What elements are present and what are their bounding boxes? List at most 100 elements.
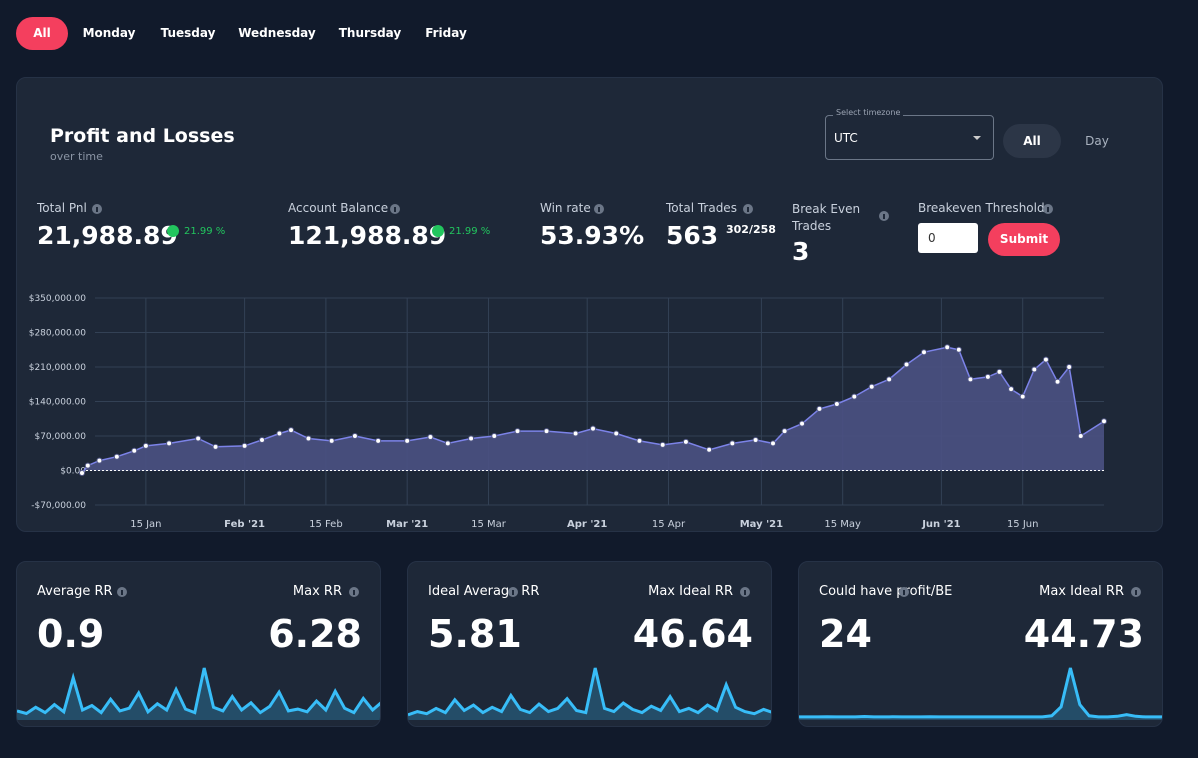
pnl-point xyxy=(96,457,103,464)
stat-change: 21.99 % xyxy=(184,226,226,237)
x-tick-label: 15 Feb xyxy=(309,519,343,530)
pnl-point xyxy=(613,430,620,437)
y-tick-label: $140,000.00 xyxy=(29,398,87,408)
pnl-point xyxy=(781,428,788,435)
pnl-point xyxy=(468,435,475,442)
stat-label: Win rate xyxy=(540,201,591,215)
card-label: Max Ideal RR xyxy=(1039,584,1124,599)
pnl-point xyxy=(79,469,85,476)
pnl-point xyxy=(1019,393,1026,400)
sparkline xyxy=(799,667,1162,720)
x-tick-label: 15 Jun xyxy=(1007,519,1039,530)
pnl-point xyxy=(1031,366,1038,373)
day-tab[interactable]: Monday xyxy=(82,26,136,40)
card-label: Ideal Average RR xyxy=(428,584,540,599)
range-all[interactable]: All xyxy=(1003,124,1061,158)
pnl-point xyxy=(195,435,202,442)
card-value: 44.73 xyxy=(1023,612,1144,656)
stat-value: 563 xyxy=(666,221,719,250)
card-value: 24 xyxy=(819,612,872,656)
y-tick-label: $0.00 xyxy=(60,467,86,477)
pnl-point xyxy=(288,427,295,434)
y-tick-label: $280,000.00 xyxy=(29,329,87,339)
pnl-point xyxy=(166,440,173,447)
threshold-input[interactable]: 0 xyxy=(918,223,978,253)
sparkline xyxy=(17,667,380,720)
info-icon[interactable] xyxy=(390,204,400,214)
info-icon xyxy=(740,587,750,597)
stat-label: Account Balance xyxy=(288,201,389,215)
stat-value: 3 xyxy=(792,237,810,266)
pnl-point xyxy=(816,405,823,412)
day-tab[interactable]: Friday xyxy=(425,26,467,40)
x-tick-label: Mar '21 xyxy=(386,519,428,530)
card-value: 0.9 xyxy=(37,612,105,656)
pnl-point xyxy=(1042,356,1049,363)
card-value: 46.64 xyxy=(632,612,753,656)
pnl-point xyxy=(351,433,358,439)
pnl-point xyxy=(142,442,149,449)
pnl-point xyxy=(241,442,248,449)
sparkline-area xyxy=(17,668,380,720)
pnl-point xyxy=(752,436,759,443)
info-icon[interactable] xyxy=(743,204,753,214)
select-value: UTC xyxy=(834,131,858,145)
day-tab[interactable]: Thursday xyxy=(338,26,402,40)
info-icon xyxy=(349,587,359,597)
pnl-point xyxy=(491,433,498,439)
pnl-area xyxy=(82,347,1104,473)
sparkline-line xyxy=(17,667,380,716)
pnl-point xyxy=(1008,386,1015,393)
range-day[interactable]: Day xyxy=(1085,134,1109,148)
day-tab[interactable]: Wednesday xyxy=(238,26,316,40)
pnl-point xyxy=(636,437,643,444)
y-tick-label: $70,000.00 xyxy=(34,432,86,442)
x-tick-label: 15 Apr xyxy=(652,519,686,530)
stat-value: 21,988.89 xyxy=(37,221,178,250)
sparkline xyxy=(408,667,771,720)
info-icon[interactable] xyxy=(92,204,102,214)
info-icon[interactable] xyxy=(879,211,889,221)
pnl-point xyxy=(590,425,596,432)
sparkline-line xyxy=(799,667,1162,719)
sparkline-line xyxy=(408,667,771,717)
pnl-point xyxy=(259,436,266,443)
info-icon xyxy=(117,587,127,597)
pnl-point xyxy=(868,383,875,390)
card-label: Could have profit/BE xyxy=(819,584,953,599)
pnl-point xyxy=(886,376,893,383)
day-tab[interactable]: All xyxy=(16,17,68,50)
info-icon[interactable] xyxy=(1043,204,1053,214)
pnl-point xyxy=(903,361,910,368)
pnl-chart: -$70,000.00 $0.00 $70,000.00 $140,000.00 $21… xyxy=(29,294,1107,530)
pnl-point xyxy=(799,420,806,427)
pnl-point xyxy=(944,344,951,351)
x-tick-label: 15 Jan xyxy=(130,519,161,530)
day-tab[interactable]: Tuesday xyxy=(160,26,216,40)
sparkline-area xyxy=(799,668,1162,720)
y-tick-label: $210,000.00 xyxy=(29,363,87,373)
pnl-point xyxy=(404,437,411,444)
y-tick-label: -$70,000.00 xyxy=(31,501,86,511)
card-title: Profit and Losses xyxy=(50,125,235,147)
submit-button[interactable]: Submit xyxy=(988,223,1060,256)
up-icon xyxy=(167,225,179,237)
stat-label: Break Even Trades xyxy=(792,202,861,233)
timezone-select[interactable]: Select timezone UTC xyxy=(825,108,994,160)
info-icon[interactable] xyxy=(594,204,604,214)
select-label: Select timezone xyxy=(833,108,904,117)
card-label: Average RR xyxy=(37,584,113,599)
pnl-point xyxy=(770,440,777,447)
x-tick-label: 15 May xyxy=(824,519,861,530)
card-value: 5.81 xyxy=(428,612,522,656)
info-icon xyxy=(899,587,909,597)
x-tick-label: Apr '21 xyxy=(567,519,607,530)
pnl-point xyxy=(1066,364,1073,370)
pnl-point xyxy=(729,440,736,447)
pnl-point xyxy=(920,349,927,356)
pnl-point xyxy=(375,437,382,444)
pnl-point xyxy=(84,462,91,469)
pnl-point xyxy=(851,393,858,400)
x-tick-label: May '21 xyxy=(740,519,783,530)
